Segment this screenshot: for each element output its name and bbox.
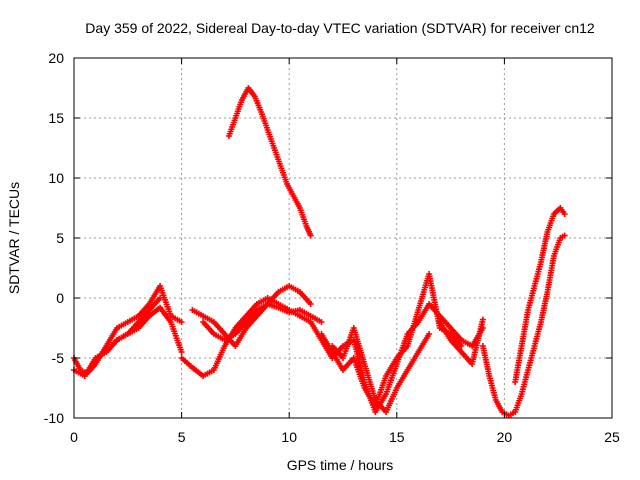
series-arc-12 [479,232,568,419]
data-point [178,349,185,355]
y-tick-label: 15 [48,110,64,126]
data-point [426,331,433,337]
data-point [307,232,314,239]
x-tick-label: 5 [178,429,186,445]
series-arc-1 [71,283,185,377]
data-point [458,343,465,349]
data-point [318,319,325,325]
data-point [157,295,164,301]
data-point [561,232,568,239]
x-tick-label: 20 [497,429,513,445]
y-tick-label: 0 [56,290,64,306]
y-tick-label: -10 [44,410,64,426]
x-axis-label: GPS time / hours [287,457,394,473]
x-tick-label: 15 [389,429,405,445]
x-tick-label: 25 [604,429,620,445]
y-axis-ticks: -10 -5 0 5 10 15 20 [44,50,612,426]
data-series [71,85,568,419]
y-tick-label: 20 [48,50,64,66]
series-arc-3 [103,304,185,355]
data-point [178,319,185,325]
series-arc-4 [178,295,314,379]
y-tick-label: -5 [52,350,65,366]
y-tick-label: 5 [56,230,64,246]
series-arc-7 [225,85,314,239]
grid-lines [74,58,612,418]
series-arc-13 [512,205,568,385]
series-arc-10 [329,325,433,415]
data-point [479,316,486,323]
data-point [307,301,314,307]
x-tick-label: 0 [70,429,78,445]
y-axis-label: SDTVAR / TECUs [6,182,22,294]
chart-title: Day 359 of 2022, Sidereal Day-to-day VTE… [85,20,595,36]
data-point [561,211,568,217]
y-tick-label: 10 [48,170,64,186]
series-arc-9 [318,271,465,409]
series-arc-6 [200,301,325,343]
x-axis-ticks: 0 5 10 15 20 25 [70,58,620,445]
x-tick-label: 10 [281,429,297,445]
series-arc-11 [436,316,486,367]
